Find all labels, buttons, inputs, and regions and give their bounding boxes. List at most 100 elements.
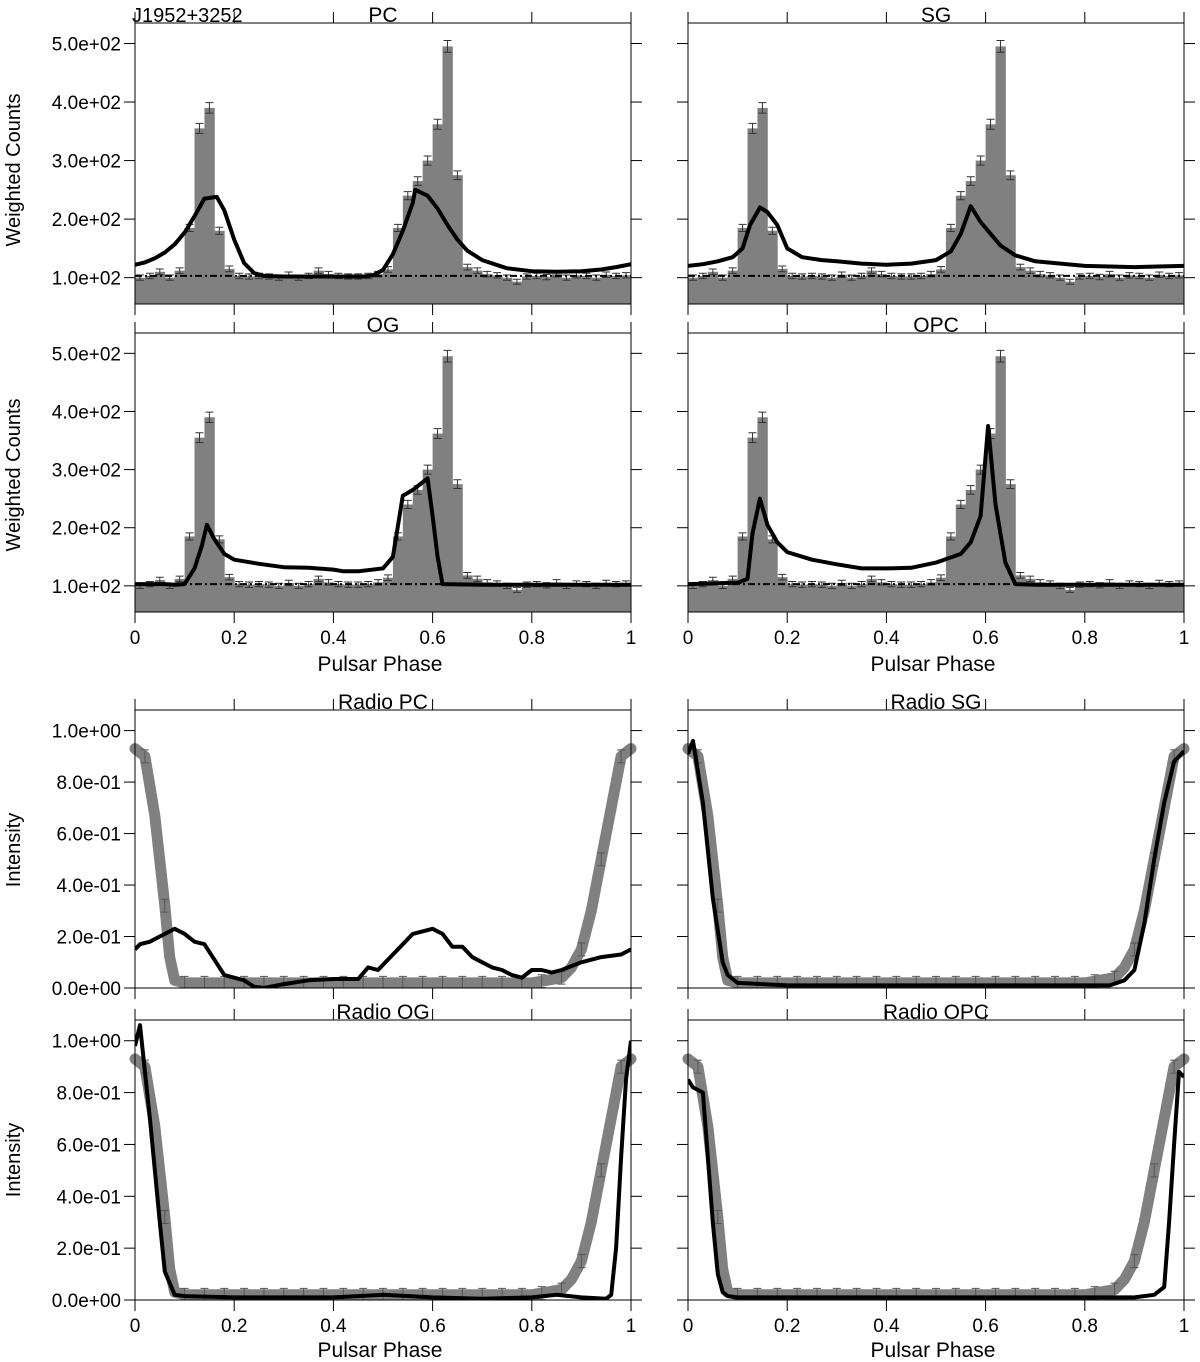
x-tick-label: 1 [1179,628,1190,649]
histogram-bar [174,578,185,612]
histogram-bar [866,578,877,612]
histogram-bar [511,281,523,304]
radio-error-bar [577,942,586,957]
radio-profile-line [129,1053,637,1301]
ylabel-gamma-top: Weighted Counts [3,93,25,246]
histogram-bar [1015,575,1026,612]
y-tick-label: 2.0e+02 [52,210,121,231]
error-bar [966,176,975,186]
histogram-bar [1114,277,1125,304]
panel-title: Radio PC [338,691,428,714]
x-tick-label: 0.2 [221,628,247,649]
histogram-bar [283,582,295,612]
panel-title: Radio SG [890,691,981,714]
panel-radio-og: 0 0.2 0.4 0.6 0.8 1 0.0e+00 2.0e-01 4.0e-01 6.0e-… [52,1001,642,1337]
histogram-bar [955,195,967,304]
error-bar [155,268,164,276]
error-bar [936,574,945,581]
histogram-bar [621,275,632,304]
histogram-bar [816,276,828,304]
error-bar [463,263,472,271]
x-tick-label: 0.2 [221,1316,247,1337]
histogram-bar [511,589,523,612]
y-tick-label: 4.0e-01 [57,876,121,897]
error-bar [264,581,273,588]
error-bar [1016,572,1025,579]
histogram-bar [363,584,374,612]
y-tick-label: 5.0e+02 [52,344,121,365]
histogram-bar [846,277,858,304]
histogram-bar [432,124,443,304]
histogram-bar [154,271,166,304]
error-bar [817,273,826,280]
histogram-bar [462,267,473,304]
x-tick-label: 0.6 [419,1316,445,1337]
error-bar [887,272,896,280]
plot-frame [687,709,1185,989]
histogram-bar [1084,584,1096,612]
histogram-bar [965,181,977,304]
histogram-bar [688,585,699,612]
histogram-bar [482,274,493,304]
x-tick-label: 0.4 [873,1316,900,1337]
error-bar [758,411,767,423]
histogram-bar [767,539,778,612]
histogram-bar [273,585,285,612]
histogram-bar [422,160,433,304]
histogram-bar [422,469,433,612]
histogram-bar [581,275,592,304]
plot-frame [687,22,1185,305]
error-bar [364,580,373,588]
histogram-bar [244,276,255,304]
x-tick-label: 0.2 [774,628,800,649]
y-tick-label: 2.0e-01 [57,1239,121,1260]
histogram-bar [184,227,195,304]
histogram-bar [164,585,176,612]
histogram-bar [985,433,996,612]
histogram-bar [707,271,719,304]
histogram-bar [492,275,503,304]
histogram-bar [502,277,513,304]
error-bar [738,532,747,541]
histogram-bar [1124,275,1135,304]
error-bar [304,580,313,588]
histogram-bar [263,276,275,304]
histogram-bar [383,577,394,612]
histogram-bar [1064,281,1076,304]
histogram-bar [502,585,513,612]
histogram-bar [521,276,533,304]
histogram-bar [1005,484,1016,613]
histogram-bar [442,46,453,305]
error-bar [205,102,214,114]
histogram-bar [174,270,185,304]
histogram-bar [697,275,709,304]
histogram-bar [472,270,483,304]
histogram-bar [965,489,977,612]
histogram-bar [975,160,986,304]
error-bar [225,573,234,581]
histogram-bar [144,275,156,304]
histogram-bar [551,274,562,304]
x-tick-label: 1 [1179,1316,1190,1337]
y-tick-label: 2.0e+02 [52,519,121,540]
error-bar [817,581,826,588]
error-bar [403,191,412,201]
histogram-bar [601,274,612,304]
histogram-bar [442,356,453,612]
error-bar [778,265,787,273]
histogram-bar [737,536,748,612]
histogram-bar [856,584,867,612]
histogram-bar [896,584,907,612]
radio-profile-line [682,1053,1190,1301]
error-bar [443,40,452,53]
histogram-bar [561,585,572,612]
histogram-bar [826,277,838,304]
histogram-bar [621,583,632,612]
histogram-bar [333,584,344,612]
model-curve [135,1023,631,1300]
panel-opc: 0 0.2 0.4 0.6 0.8 1 OPC [677,314,1195,649]
error-bar [778,573,787,581]
error-bar [433,118,442,130]
histogram-bar [916,584,927,612]
